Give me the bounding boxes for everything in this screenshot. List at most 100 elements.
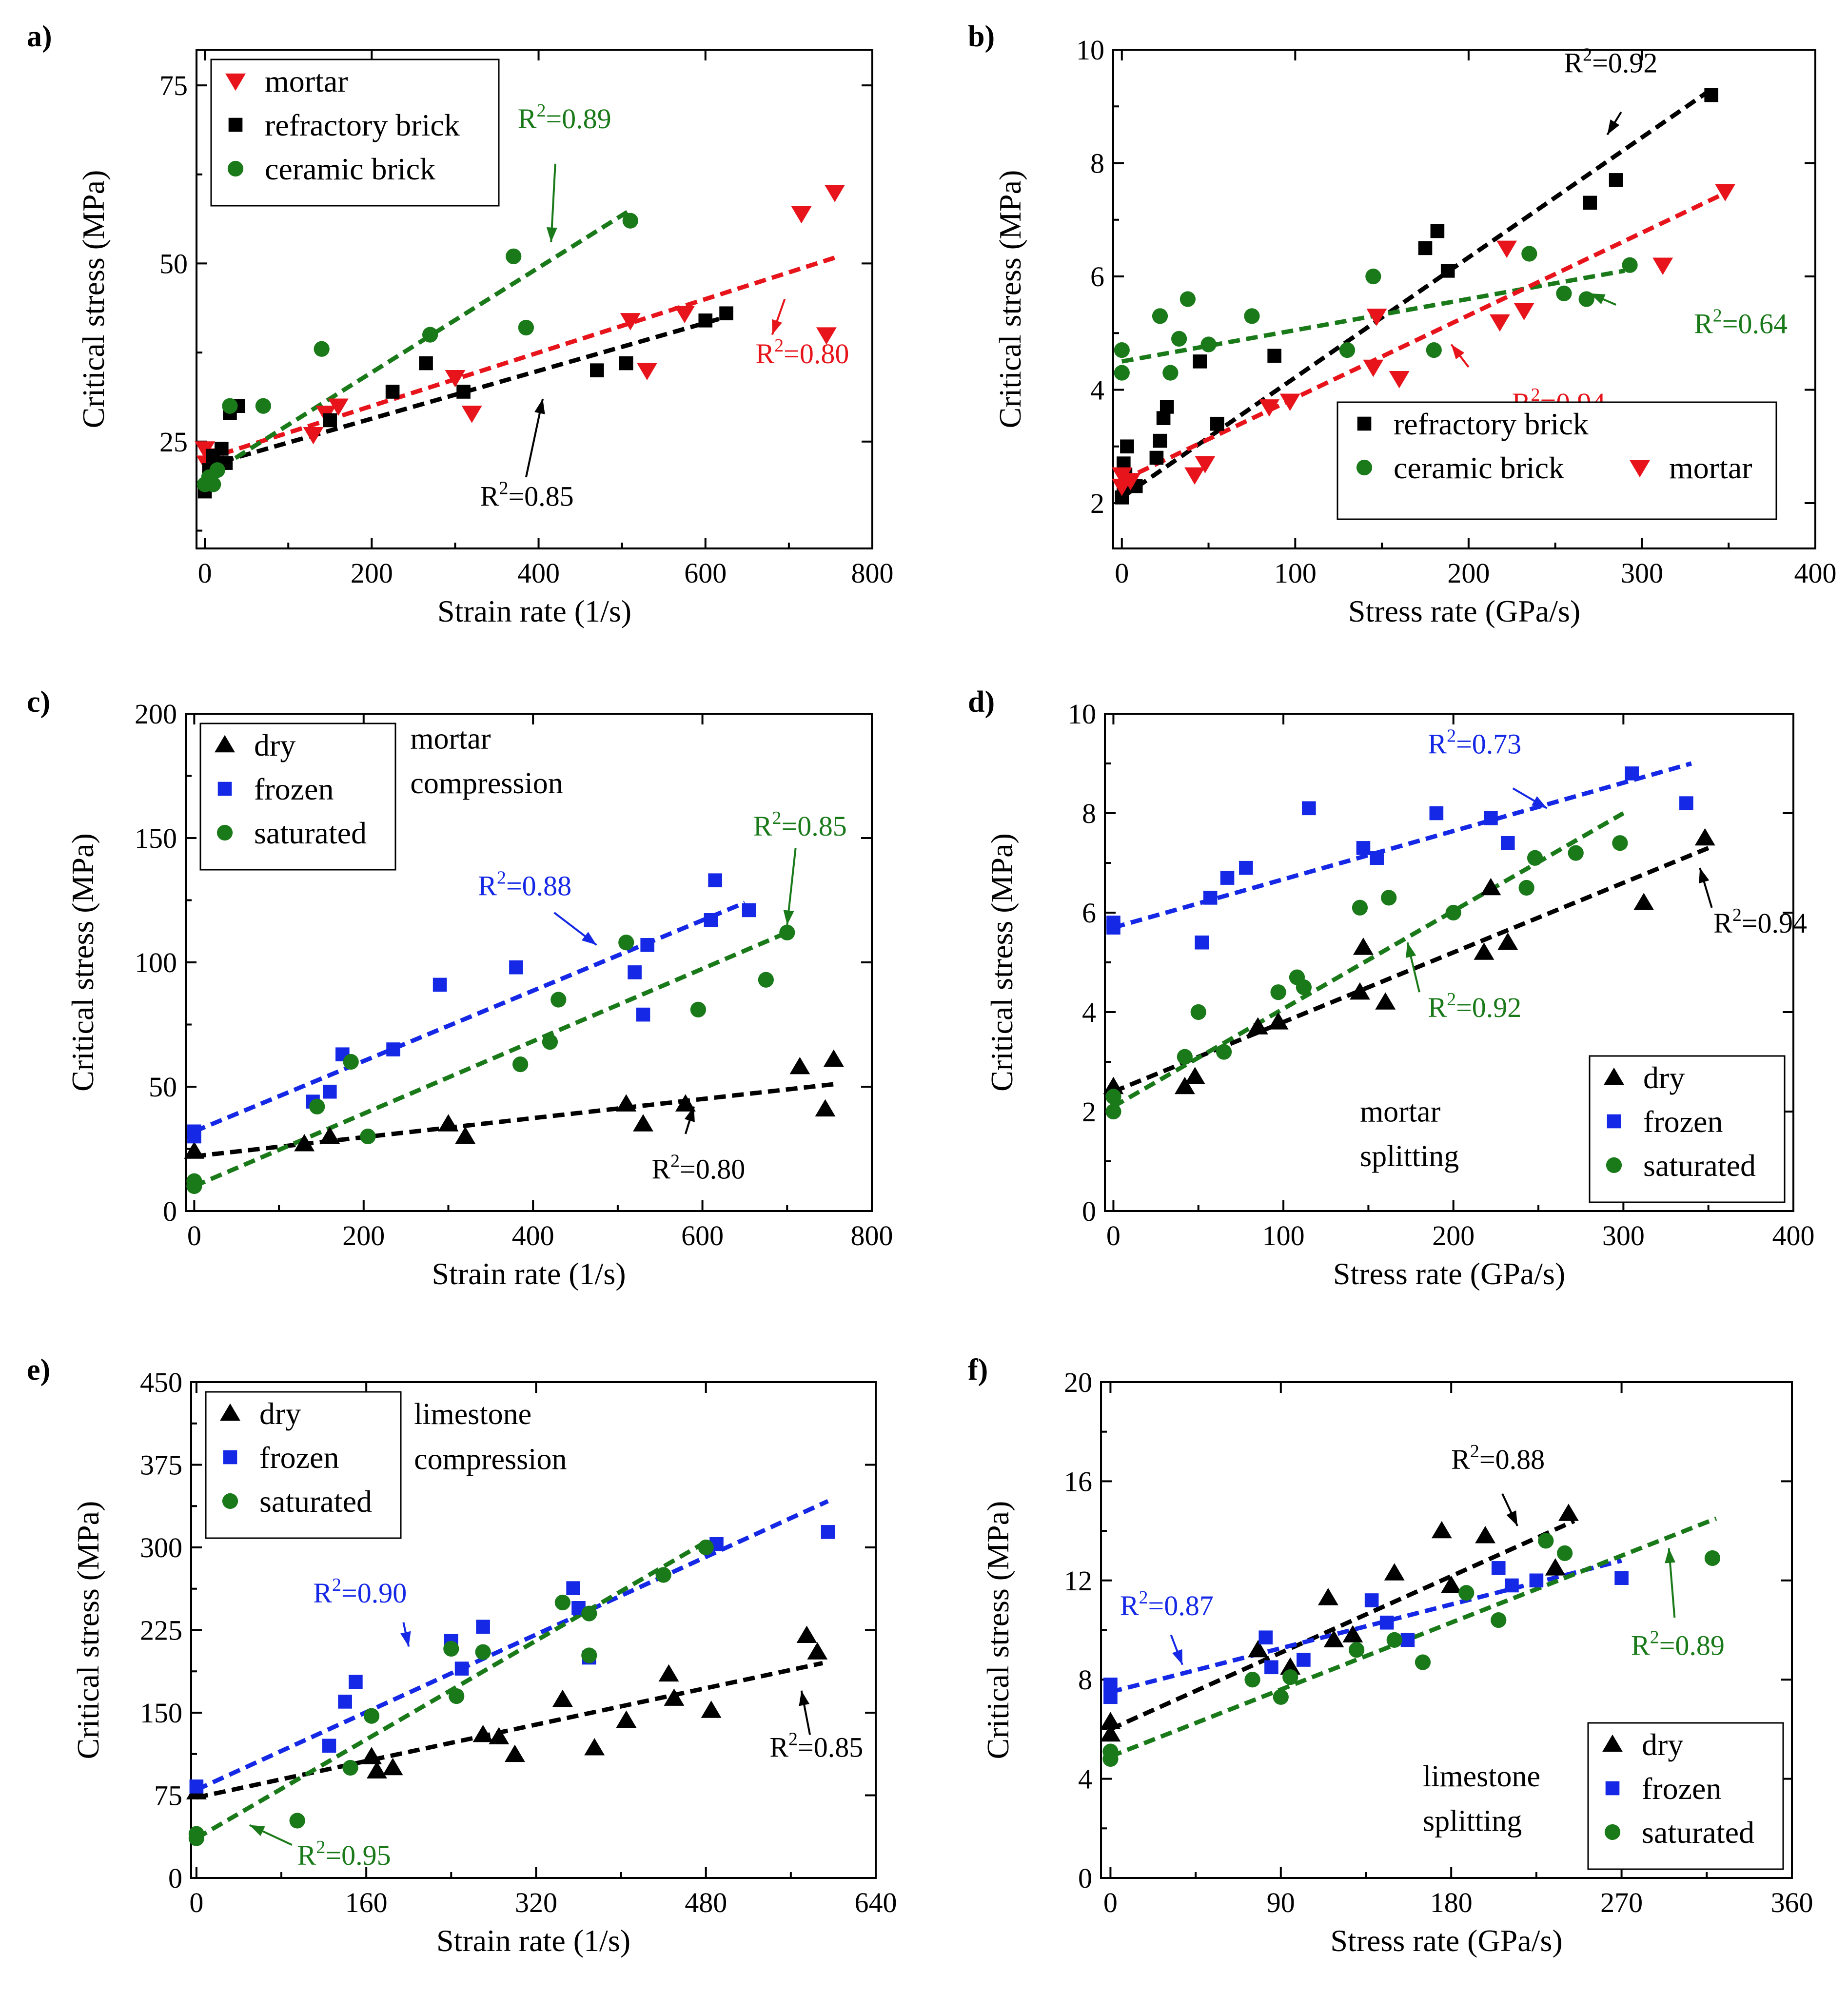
x-tick-label: 100 (1274, 557, 1317, 589)
data-point-green (1538, 1533, 1554, 1549)
data-point-black (504, 1744, 525, 1762)
data-point-green (690, 1001, 707, 1018)
arrow-head (783, 910, 794, 925)
data-point-green (1171, 331, 1187, 347)
arrow-head (1451, 344, 1465, 360)
data-point-blue (1625, 766, 1639, 781)
data-point-green (622, 213, 638, 229)
data-point-green (1190, 1004, 1206, 1020)
data-point-green (1491, 1612, 1507, 1628)
legend-marker-blue (1605, 1781, 1620, 1796)
x-tick-label: 0 (1103, 1887, 1118, 1918)
data-point-green (1612, 835, 1628, 851)
data-point-black (323, 413, 337, 428)
data-point-blue (1258, 1630, 1273, 1645)
data-point-black (823, 1049, 844, 1067)
data-point-red (637, 363, 657, 380)
data-point-red (445, 370, 466, 388)
data-point-green (186, 1178, 202, 1194)
fit-line-black (196, 1661, 824, 1800)
data-point-green (506, 248, 522, 264)
data-point-green (1348, 1642, 1365, 1658)
data-point-green (1578, 291, 1594, 307)
legend-label: frozen (1643, 1104, 1723, 1139)
data-point-green (443, 1641, 459, 1657)
legend-marker-blue (217, 782, 232, 796)
x-tick-label: 360 (1771, 1887, 1813, 1918)
data-point-green (758, 972, 774, 988)
legend-marker-green (1356, 459, 1373, 476)
legend-marker-green (222, 1493, 238, 1509)
data-point-red (1366, 309, 1387, 326)
data-point-red (1389, 371, 1410, 389)
data-point-black (419, 356, 433, 371)
chart-annotation: mortar (410, 722, 491, 755)
y-tick-label: 75 (154, 1780, 182, 1812)
r2-label-blue: R2=0.87 (1120, 1587, 1214, 1622)
panel-f: f) 0 90 180 270 360 0 4 8 12 16 20 Stress rate (GPa/… (968, 1353, 1813, 1958)
data-point-red (1514, 303, 1534, 321)
data-point-green (1557, 1545, 1573, 1561)
data-point-black (1323, 1630, 1344, 1648)
y-tick-label: 6 (1082, 897, 1096, 929)
data-point-blue (1529, 1573, 1544, 1588)
data-point-black (807, 1642, 828, 1660)
data-point-green (314, 341, 330, 357)
data-point-black (294, 1134, 315, 1152)
x-tick-label: 0 (1115, 557, 1129, 589)
arrow-head (1699, 868, 1710, 884)
data-point-black (1353, 938, 1374, 955)
data-point-blue (640, 938, 654, 952)
data-point-red (1489, 314, 1510, 332)
fit-line-blue (1110, 1558, 1622, 1694)
y-tick-label: 300 (140, 1532, 182, 1563)
data-point-black (1633, 893, 1654, 910)
data-point-green (1556, 285, 1572, 301)
data-point-blue (1195, 935, 1209, 950)
chart-annotation: splitting (1423, 1804, 1522, 1837)
data-point-black (382, 1758, 403, 1776)
data-point-black (1100, 1724, 1121, 1742)
data-point-blue (1239, 860, 1253, 875)
legend-box (205, 1391, 402, 1539)
data-point-blue (1614, 1571, 1629, 1585)
data-point-black (472, 1724, 493, 1742)
data-point-black (1475, 1525, 1496, 1544)
x-tick-label: 480 (685, 1887, 727, 1918)
y-tick-label: 25 (159, 426, 188, 458)
legend-label: frozen (1642, 1771, 1721, 1806)
data-point-black (1103, 1076, 1124, 1094)
data-point-green (205, 476, 221, 492)
data-point-blue (1106, 920, 1121, 935)
data-point-green (1381, 890, 1397, 906)
data-point-green (1200, 336, 1217, 352)
data-point-black (1248, 1640, 1269, 1658)
legend-box (199, 723, 396, 871)
data-point-green (289, 1813, 305, 1829)
data-point-red (1111, 467, 1132, 485)
x-tick-label: 200 (342, 1220, 385, 1251)
legend-marker-green (1604, 1824, 1621, 1840)
y-tick-label: 10 (1076, 34, 1104, 66)
r2-label-green: R2=0.89 (518, 100, 611, 135)
data-point-green (255, 398, 272, 414)
data-point-black (1430, 224, 1445, 238)
data-point-black (1609, 173, 1623, 187)
data-point-green (1352, 899, 1368, 916)
x-axis-label: Stress rate (GPa/s) (1330, 1923, 1562, 1958)
data-point-black (1545, 1558, 1566, 1576)
data-point-green (1270, 984, 1286, 1000)
panel-letter: f) (968, 1353, 988, 1387)
legend-marker-blue (223, 1450, 237, 1465)
data-point-blue (187, 1129, 201, 1144)
chart-annotation: splitting (1360, 1140, 1459, 1173)
data-point-red (674, 306, 695, 324)
chart-annotation: limestone (1423, 1760, 1540, 1793)
data-point-blue (1484, 811, 1498, 825)
data-point-green (1527, 850, 1543, 866)
data-point-red (816, 327, 837, 345)
y-tick-label: 150 (135, 822, 177, 854)
r2-label-black: R2=0.80 (651, 1151, 745, 1185)
panel-e: e) 0 160 320 480 640 0 75 150 225 300 375 450 Strain … (27, 1353, 897, 1958)
